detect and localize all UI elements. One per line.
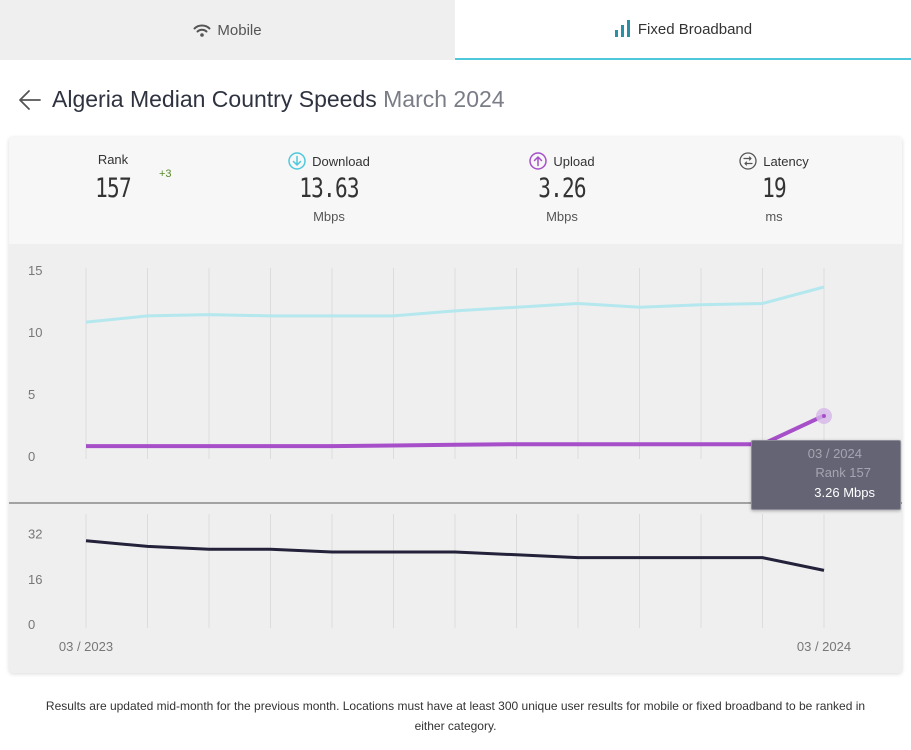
tab-mobile-label: Mobile (217, 21, 262, 39)
download-label: Download (312, 153, 370, 169)
signal-bars-icon (614, 20, 630, 37)
upload-value: 3.26 (538, 173, 586, 204)
tooltip-date: 03 / 2024 (807, 446, 862, 461)
rank-label: Rank (97, 152, 129, 167)
upload-series-line (86, 413, 825, 449)
upload-label-row: Upload (502, 152, 622, 170)
rank-delta: +3 (159, 168, 172, 180)
page-title-period: March 2024 (383, 86, 505, 112)
download-icon (288, 152, 306, 170)
page-title-country: Algeria Median Country Speeds (52, 86, 377, 112)
upload-unit: Mbps (546, 209, 578, 224)
upload-label: Upload (553, 153, 595, 169)
speed-latency-chart: 15 10 5 0 32 16 0 03 / 2023 03 / 2024 (9, 263, 902, 654)
rank-value: 157 (95, 173, 131, 204)
footer-note: Results are updated mid-month for the pr… (45, 699, 866, 733)
y-tick-label: 5 (28, 387, 35, 402)
upload-icon (529, 152, 548, 170)
y-tick-label: 10 (28, 325, 42, 340)
speed-card: Rank 157 +3 Download 13.63 Mbps Upload (9, 137, 902, 673)
download-label-row: Download (269, 152, 389, 170)
chart-tooltip: 03 / 2024 Rank 157 3.26 Mbps (751, 440, 901, 510)
latency-label-row: Latency (714, 152, 834, 170)
tab-fixed-broadband-label: Fixed Broadband (637, 20, 753, 38)
wifi-icon (193, 24, 211, 37)
download-series-line (85, 285, 825, 324)
download-unit: Mbps (313, 209, 345, 224)
tab-bar: Mobile Fixed Broadband (0, 0, 911, 60)
latency-unit: ms (765, 209, 783, 224)
x-tick-label: 03 / 2024 (797, 639, 851, 654)
tab-fixed-broadband[interactable]: Fixed Broadband (455, 0, 911, 60)
download-value: 13.63 (299, 173, 359, 204)
tab-mobile[interactable]: Mobile (0, 0, 455, 60)
chart-area: 15 10 5 0 32 16 0 03 / 2023 03 / 2024 03 / 2024… (9, 244, 902, 673)
latency-icon (739, 152, 757, 170)
y-tick-label: 0 (28, 617, 35, 632)
stats-row: Rank 157 +3 Download 13.63 Mbps Upload (9, 137, 902, 244)
back-arrow-icon[interactable] (18, 88, 42, 112)
latency-label: Latency (763, 153, 809, 169)
y-tick-label: 32 (28, 527, 42, 542)
x-tick-label: 03 / 2023 (59, 639, 113, 654)
page-title: Algeria Median Country Speeds March 2024 (52, 86, 505, 113)
tooltip-rank: Rank 157 (815, 465, 871, 480)
y-tick-label: 16 (28, 572, 42, 587)
latency-series-line (85, 539, 825, 572)
hover-point[interactable] (822, 414, 826, 418)
tooltip-value: 3.26 Mbps (814, 485, 875, 500)
y-tick-label: 0 (28, 449, 35, 464)
latency-value: 19 (762, 173, 787, 204)
y-tick-label: 15 (28, 263, 42, 278)
